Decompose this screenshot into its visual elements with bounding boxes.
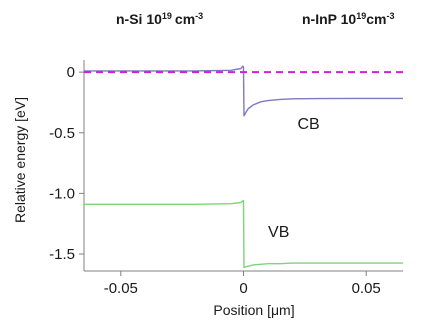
annotation-label: CB <box>297 116 319 133</box>
header-n-inp: n-InP 1019cm-3 <box>302 11 394 27</box>
series-layer <box>84 66 403 267</box>
y-axis-label: Relative energy [eV] <box>12 97 28 223</box>
y-tick-label: -1.5 <box>49 246 75 263</box>
x-tick-label: 0 <box>239 280 247 297</box>
y-tick-label: 0 <box>67 64 75 81</box>
y-tick-label: -0.5 <box>49 125 75 142</box>
annotation-label: VB <box>268 224 289 241</box>
annotation-layer: CB VB <box>268 116 320 241</box>
x-tick-label: -0.05 <box>104 280 138 297</box>
x-tick-label: 0.05 <box>352 280 381 297</box>
x-axis-label: Position [μm] <box>213 302 294 318</box>
y-tick-label: -1.0 <box>49 185 75 202</box>
series-conduction-band <box>84 66 403 116</box>
header-n-si: n-Si 1019 cm-3 <box>116 11 203 27</box>
series-valence-band <box>84 201 403 268</box>
